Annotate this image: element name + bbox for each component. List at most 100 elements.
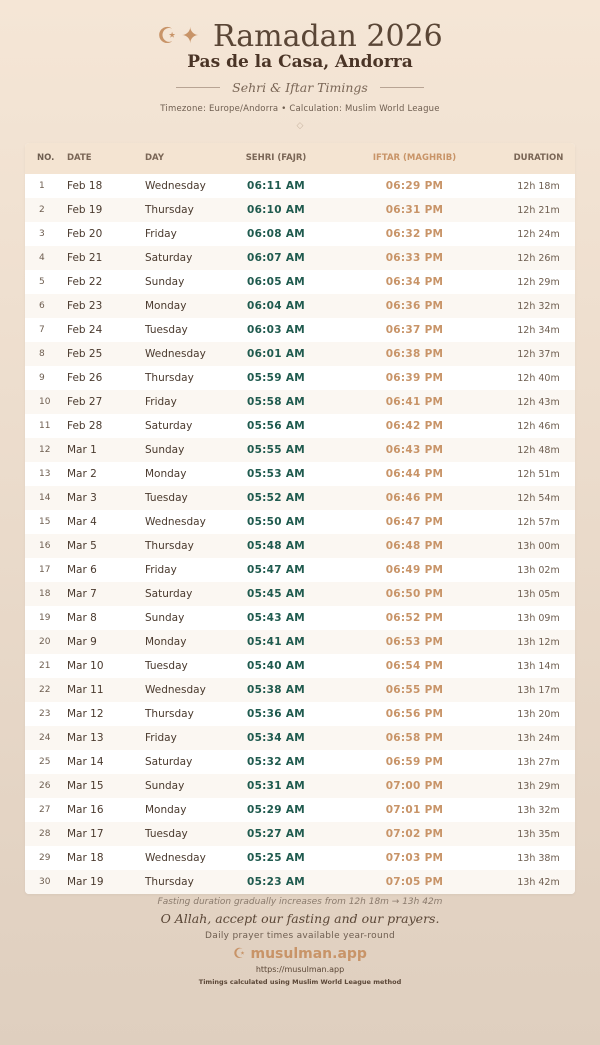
sehri-time: 05:50 AM [246, 515, 306, 528]
duration: 13h 27m [517, 756, 560, 768]
row-date: Feb 28 [67, 419, 103, 432]
row-no: 14 [39, 492, 51, 503]
subtitle-text: Sehri & Iftar Timings [232, 80, 368, 95]
iftar-time: 06:41 PM [385, 395, 444, 408]
row-day: Thursday [145, 539, 194, 552]
sehri-time: 05:53 AM [246, 467, 306, 480]
table-row: 11 Feb 28 Saturday 05:56 AM 06:42 PM 12h 46m [25, 414, 575, 438]
duration: 13h 42m [517, 876, 560, 888]
iftar-time: 06:58 PM [385, 731, 444, 744]
duration: 12h 32m [517, 300, 560, 312]
iftar-time: 06:55 PM [385, 683, 444, 696]
table-row: 4 Feb 21 Saturday 06:07 AM 06:33 PM 12h 26m [25, 246, 575, 270]
table-header: NO. DATE DAY SEHRI (FAJR) IFTAR (MAGHRIB… [25, 143, 575, 174]
duration-note: Fasting duration gradually increases fro… [157, 897, 443, 907]
table-row: 27 Mar 16 Monday 05:29 AM 07:01 PM 13h 32m [25, 798, 575, 822]
sehri-time: 05:29 AM [246, 803, 306, 816]
row-no: 4 [39, 252, 45, 263]
row-no: 12 [39, 444, 51, 455]
row-day: Monday [145, 803, 187, 816]
iftar-time: 06:33 PM [385, 251, 444, 264]
iftar-time: 06:46 PM [385, 491, 444, 504]
table-row: 16 Mar 5 Thursday 05:48 AM 06:48 PM 13h 00m [25, 534, 575, 558]
row-day: Friday [145, 563, 177, 576]
sehri-time: 05:43 AM [246, 611, 306, 624]
diamond-icon: ◇ [296, 121, 304, 131]
col-date: DATE [67, 153, 92, 163]
row-date: Mar 13 [67, 731, 104, 744]
dua: O Allah, accept our fasting and our pray… [160, 911, 440, 926]
iftar-time: 06:54 PM [385, 659, 444, 672]
table-row: 15 Mar 4 Wednesday 05:50 AM 06:47 PM 12h 57m [25, 510, 575, 534]
table-row: 1 Feb 18 Wednesday 06:11 AM 06:29 PM 12h 18m [25, 174, 575, 198]
iftar-time: 06:49 PM [385, 563, 444, 576]
row-date: Mar 12 [67, 707, 104, 720]
table-row: 9 Feb 26 Thursday 05:59 AM 06:39 PM 12h 40m [25, 366, 575, 390]
sehri-time: 06:07 AM [246, 251, 306, 264]
row-no: 25 [39, 756, 51, 767]
table-row: 25 Mar 14 Saturday 05:32 AM 06:59 PM 13h 27m [25, 750, 575, 774]
duration: 13h 12m [517, 636, 560, 648]
iftar-time: 07:01 PM [385, 803, 444, 816]
table-row: 30 Mar 19 Thursday 05:23 AM 07:05 PM 13h 42m [25, 870, 575, 894]
row-date: Feb 24 [67, 323, 103, 336]
duration: 12h 26m [517, 252, 560, 264]
iftar-time: 06:38 PM [385, 347, 444, 360]
iftar-time: 06:53 PM [385, 635, 444, 648]
iftar-time: 07:02 PM [385, 827, 444, 840]
row-no: 9 [39, 372, 45, 383]
row-no: 15 [39, 516, 51, 527]
duration: 12h 43m [517, 396, 560, 408]
row-day: Sunday [145, 443, 185, 456]
row-date: Feb 18 [67, 179, 103, 192]
city-name: Pas de la Casa, Andorra [187, 52, 413, 72]
duration: 12h 24m [517, 228, 560, 240]
iftar-time: 06:36 PM [385, 299, 444, 312]
table-row: 22 Mar 11 Wednesday 05:38 AM 06:55 PM 13h 17m [25, 678, 575, 702]
row-no: 22 [39, 684, 51, 695]
duration: 12h 40m [517, 372, 560, 384]
row-no: 6 [39, 300, 45, 311]
timezone-info: Timezone: Europe/Andorra • Calculation: … [160, 104, 440, 114]
row-day: Tuesday [145, 491, 188, 504]
row-date: Mar 3 [67, 491, 97, 504]
url-link[interactable]: https://musulman.app [255, 965, 345, 974]
iftar-time: 06:34 PM [385, 275, 444, 288]
row-day: Friday [145, 395, 177, 408]
iftar-time: 07:05 PM [385, 875, 444, 888]
row-no: 11 [39, 420, 51, 431]
duration: 12h 46m [517, 420, 560, 432]
page-title: ☪ ✦ Ramadan 2026 [0, 22, 600, 52]
table-row: 12 Mar 1 Sunday 05:55 AM 06:43 PM 12h 48m [25, 438, 575, 462]
table-row: 19 Mar 8 Sunday 05:43 AM 06:52 PM 13h 09m [25, 606, 575, 630]
sehri-time: 06:11 AM [246, 179, 306, 192]
col-iftar: IFTAR (MAGHRIB) [372, 153, 457, 163]
iftar-time: 06:47 PM [385, 515, 444, 528]
table-row: 28 Mar 17 Tuesday 05:27 AM 07:02 PM 13h 35m [25, 822, 575, 846]
row-day: Monday [145, 635, 187, 648]
row-date: Mar 19 [67, 875, 104, 888]
row-date: Feb 19 [67, 203, 103, 216]
row-day: Saturday [145, 419, 193, 432]
sehri-time: 05:56 AM [246, 419, 306, 432]
method-note: Timings calculated using Muslim World Le… [198, 978, 402, 986]
title-text: Ramadan 2026 [212, 19, 443, 54]
table-row: 3 Feb 20 Friday 06:08 AM 06:32 PM 12h 24m [25, 222, 575, 246]
iftar-time: 07:03 PM [385, 851, 444, 864]
row-no: 27 [39, 804, 51, 815]
row-no: 21 [39, 660, 51, 671]
sehri-time: 05:52 AM [246, 491, 306, 504]
crescent-icon: ☪ [157, 24, 177, 49]
duration: 12h 48m [517, 444, 560, 456]
row-date: Mar 2 [67, 467, 97, 480]
sehri-time: 05:36 AM [246, 707, 306, 720]
row-day: Tuesday [145, 323, 188, 336]
table-row: 24 Mar 13 Friday 05:34 AM 06:58 PM 13h 24m [25, 726, 575, 750]
brand[interactable]: ☪ musulman.app [0, 945, 600, 963]
sehri-time: 05:34 AM [246, 731, 306, 744]
row-no: 13 [39, 468, 51, 479]
row-no: 1 [39, 180, 45, 191]
row-date: Mar 5 [67, 539, 97, 552]
sehri-time: 05:27 AM [246, 827, 306, 840]
row-date: Mar 17 [67, 827, 104, 840]
